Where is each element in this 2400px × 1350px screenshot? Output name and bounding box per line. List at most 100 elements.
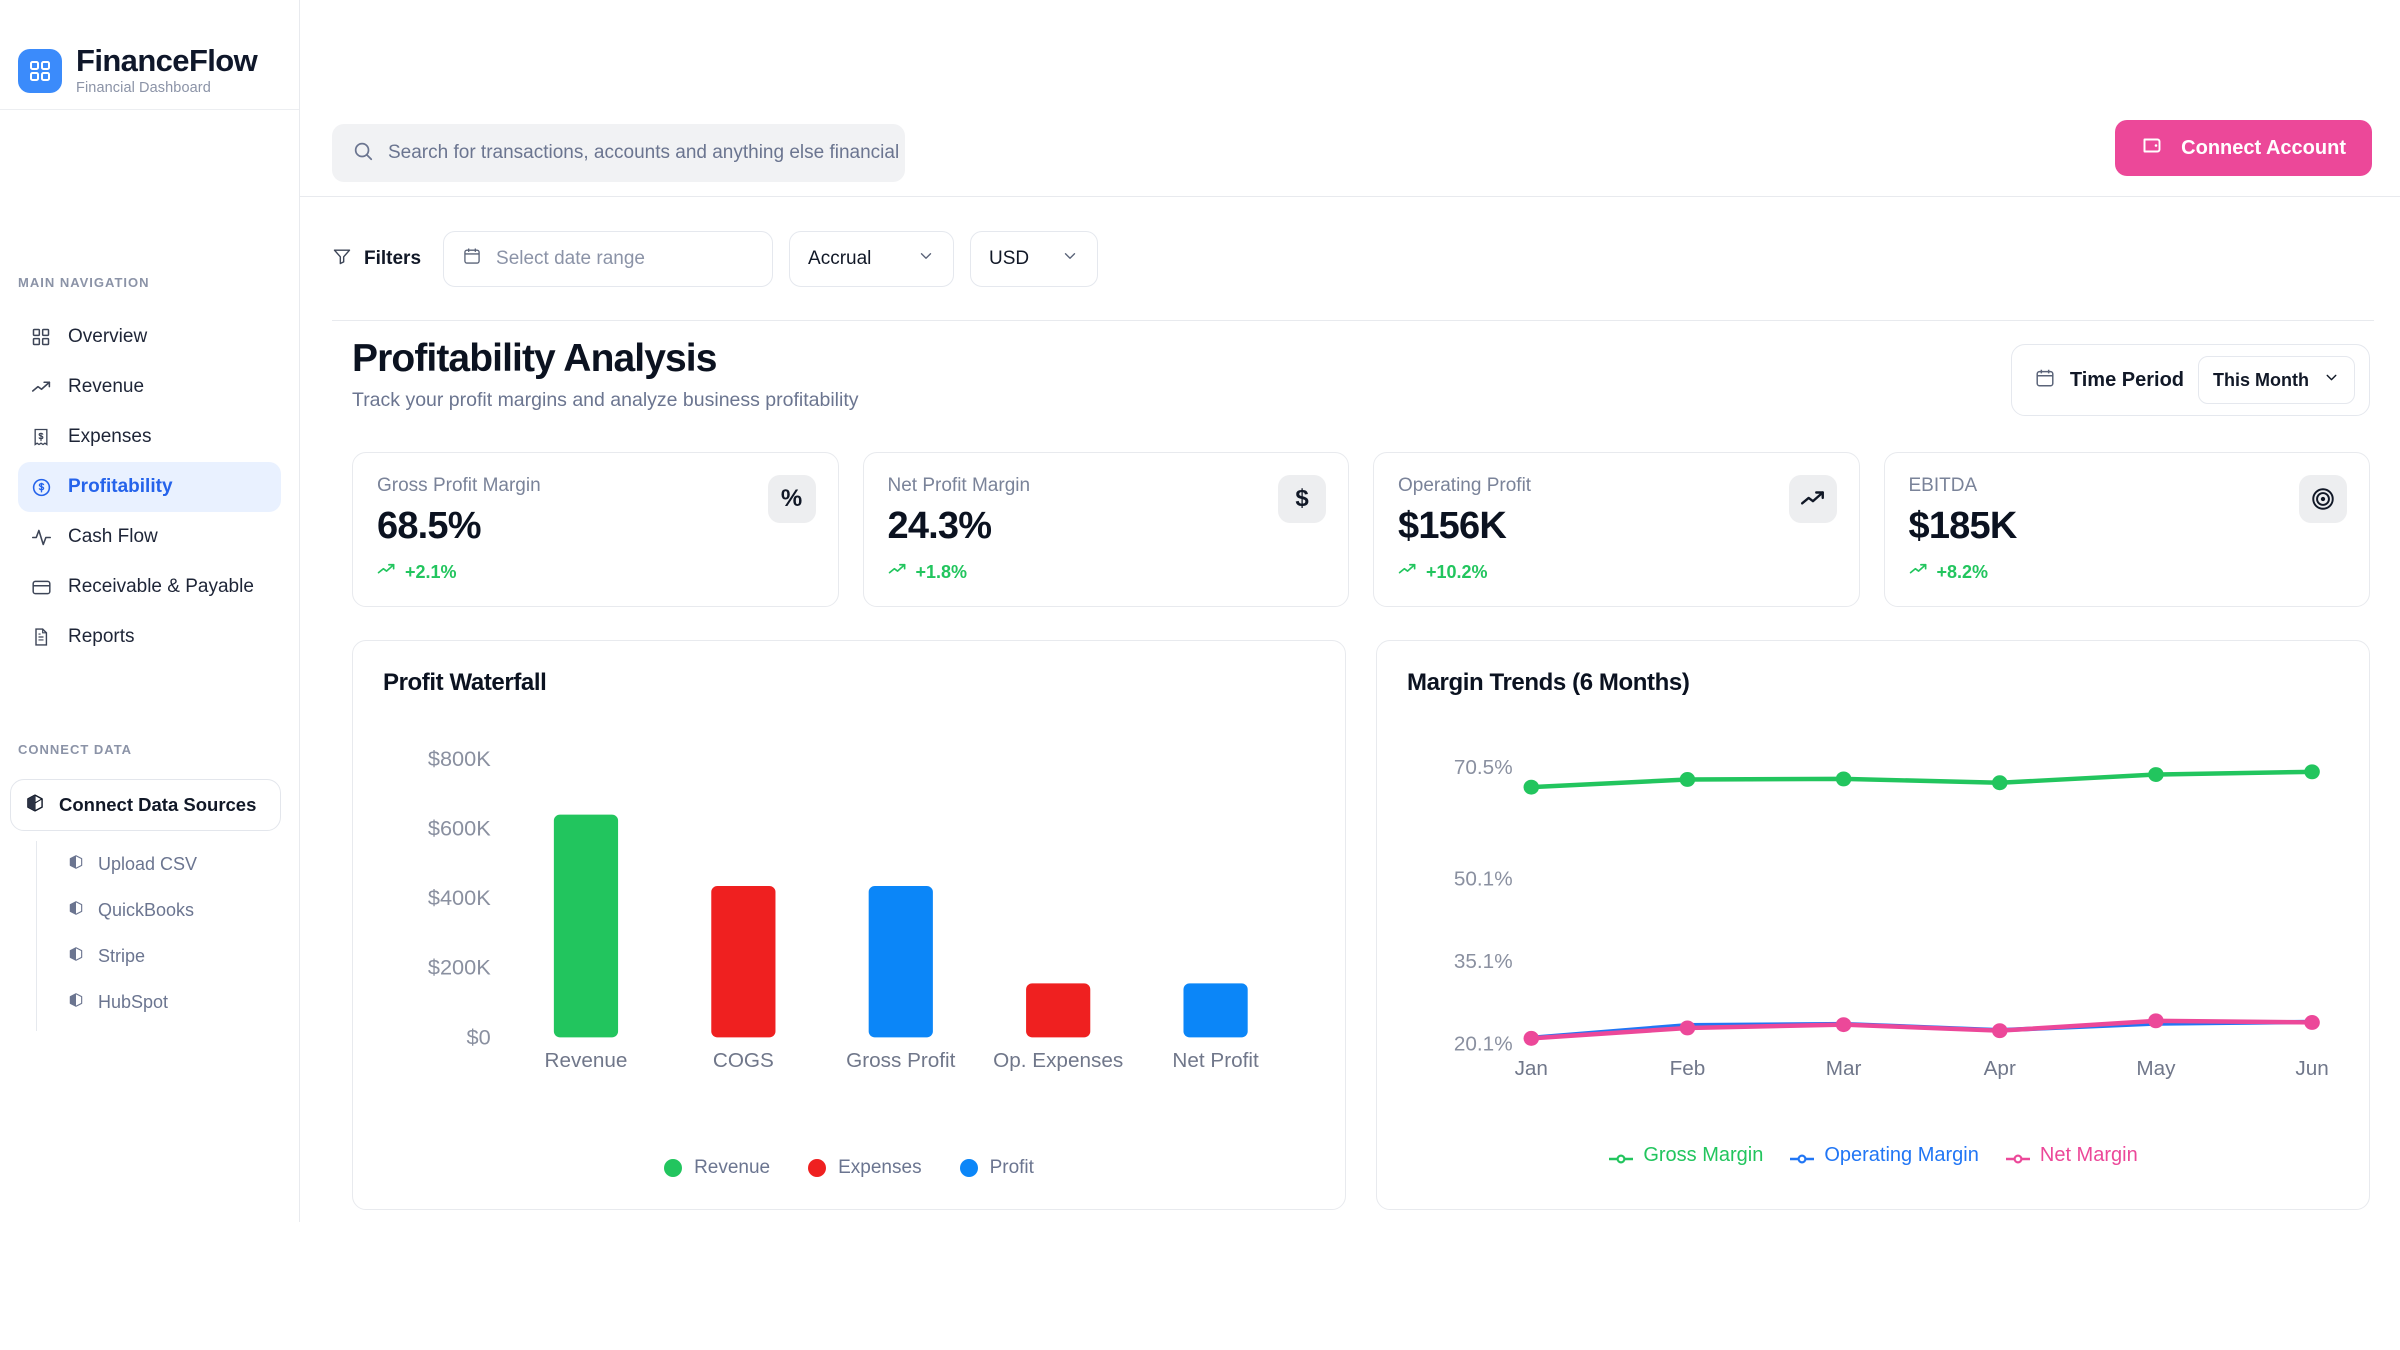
sidebar-item-label: Receivable & Payable <box>68 576 254 597</box>
bar[interactable] <box>711 885 776 1038</box>
margin-trends-legend: Gross Margin Operating Margin Net Margin <box>1377 1144 2369 1167</box>
cube-icon <box>68 900 84 921</box>
sidebar-item-receivable-payable[interactable]: Receivable & Payable <box>18 562 281 612</box>
data-point[interactable] <box>1835 1017 1852 1033</box>
chart-cards: Profit Waterfall $0 $200K $400K $600K $800K R… <box>352 640 2370 1210</box>
x-axis-tick: COGS <box>713 1051 774 1073</box>
x-axis-tick: Mar <box>1826 1058 1862 1080</box>
connect-data-sources-label: Connect Data Sources <box>59 794 257 815</box>
currency-select[interactable]: USD <box>970 230 1099 287</box>
data-point[interactable] <box>2304 1015 2320 1030</box>
kpi-delta-value: +1.8% <box>915 561 968 582</box>
cube-icon <box>25 793 45 818</box>
x-axis-tick: Feb <box>1670 1058 1706 1080</box>
data-source-stripe[interactable]: Stripe <box>36 933 299 979</box>
kpi-label: Operating Profit <box>1398 475 1532 496</box>
legend-item-revenue: Revenue <box>664 1157 770 1179</box>
data-point[interactable] <box>1523 1030 1540 1046</box>
sidebar-item-label: Overview <box>68 326 148 347</box>
y-axis-tick: $400K <box>428 886 491 910</box>
connect-data-section: CONNECT DATA Connect Data Sources Upload… <box>0 742 299 1031</box>
x-axis-tick: Jun <box>2295 1058 2328 1080</box>
funnel-icon <box>332 246 352 272</box>
date-range-picker[interactable]: Select date range <box>443 230 774 287</box>
search-icon <box>352 140 374 167</box>
data-point[interactable] <box>1523 779 1540 795</box>
cube-icon <box>68 946 84 967</box>
brand: FinanceFlow Financial Dashboard <box>0 0 299 110</box>
chevron-down-icon <box>1061 247 1079 271</box>
sidebar-item-expenses[interactable]: Expenses <box>18 412 281 462</box>
x-axis-tick: Gross Profit <box>846 1051 956 1073</box>
x-axis-tick: May <box>2136 1058 2176 1080</box>
data-source-quickbooks[interactable]: QuickBooks <box>36 887 299 933</box>
legend-swatch <box>664 1159 683 1177</box>
legend-item-gross-margin: Gross Margin <box>1608 1144 1763 1167</box>
bar[interactable] <box>1026 983 1091 1038</box>
connect-account-button[interactable]: Connect Account <box>2115 120 2372 176</box>
calendar-icon <box>462 246 482 272</box>
sidebar-item-cash-flow[interactable]: Cash Flow <box>18 512 281 562</box>
profit-waterfall-card: Profit Waterfall $0 $200K $400K $600K $800K R… <box>352 640 1346 1210</box>
bar[interactable] <box>553 814 619 1038</box>
x-axis-tick: Apr <box>1984 1058 2016 1080</box>
sidebar-item-revenue[interactable]: Revenue <box>18 362 281 412</box>
data-point[interactable] <box>2148 1013 2164 1029</box>
accounting-basis-select[interactable]: Accrual <box>789 230 955 287</box>
kpi-delta-value: +8.2% <box>1936 561 1989 582</box>
x-axis-tick: Jan <box>1515 1058 1548 1080</box>
legend-item-expenses: Expenses <box>808 1157 922 1179</box>
y-axis-tick: $0 <box>467 1026 491 1050</box>
kpi-cards: Gross Profit Margin 68.5% +2.1% % Net Pr… <box>352 452 2370 607</box>
date-range-placeholder: Select date range <box>496 247 645 269</box>
data-point[interactable] <box>1679 1020 1696 1036</box>
x-axis-tick: Net Profit <box>1172 1051 1259 1073</box>
currency-value: USD <box>989 247 1030 269</box>
legend-swatch <box>808 1159 827 1177</box>
data-source-label: Upload CSV <box>98 853 198 874</box>
kpi-delta: +8.2% <box>1909 560 2346 584</box>
sidebar-item-profitability[interactable]: Profitability <box>18 462 281 512</box>
data-point[interactable] <box>1991 775 2008 791</box>
sidebar-item-label: Cash Flow <box>68 526 158 547</box>
data-source-list: Upload CSV QuickBooks Stripe <box>0 841 299 1031</box>
time-period-label: Time Period <box>2069 368 2185 391</box>
connect-data-sources-button[interactable]: Connect Data Sources <box>10 779 281 831</box>
legend-label: Gross Margin <box>1643 1144 1764 1166</box>
kpi-card-ebitda: EBITDA $185K +8.2% <box>1883 452 2370 607</box>
data-point[interactable] <box>1679 772 1696 787</box>
filters-label-group: Filters <box>332 246 421 272</box>
sidebar-item-reports[interactable]: Reports <box>18 612 281 662</box>
kpi-value: 24.3% <box>887 505 993 547</box>
cube-icon <box>68 854 84 875</box>
data-point[interactable] <box>2304 764 2320 780</box>
legend-item-net-margin: Net Margin <box>2005 1144 2138 1167</box>
receipt-dollar-icon <box>30 426 52 448</box>
kpi-delta: +1.8% <box>888 560 1325 584</box>
time-period-select[interactable]: This Month <box>2198 356 2355 404</box>
data-point[interactable] <box>2148 767 2164 782</box>
activity-pulse-icon <box>30 526 52 548</box>
data-source-label: QuickBooks <box>98 899 195 920</box>
chevron-down-icon <box>2323 369 2340 391</box>
sidebar-item-overview[interactable]: Overview <box>18 312 281 362</box>
data-point[interactable] <box>1991 1023 2008 1039</box>
data-source-upload-csv[interactable]: Upload CSV <box>36 841 299 887</box>
profit-waterfall-title: Profit Waterfall <box>383 669 547 696</box>
accounting-basis-value: Accrual <box>808 247 872 269</box>
legend-label: Net Margin <box>2039 1144 2138 1166</box>
margin-trends-svg: 20.1% 35.1% 50.1% 70.5% Jan Feb Mar Apr May Jun <box>1454 757 2329 1080</box>
page-subtitle: Track your profit margins and analyze bu… <box>352 389 859 411</box>
data-point[interactable] <box>1835 771 1852 787</box>
dollar-icon: $ <box>1278 475 1326 523</box>
search-input[interactable]: Search for transactions, accounts and an… <box>332 124 905 182</box>
data-source-hubspot[interactable]: HubSpot <box>36 979 299 1025</box>
bar[interactable] <box>1183 983 1248 1038</box>
margin-trends-plot: 20.1% 35.1% 50.1% 70.5% Jan Feb Mar Apr May Jun <box>1407 741 2339 1099</box>
bar[interactable] <box>868 885 933 1038</box>
sidebar: FinanceFlow Financial Dashboard MAIN NAV… <box>0 0 300 1222</box>
legend-label: Profit <box>989 1157 1034 1178</box>
kpi-delta-value: +2.1% <box>405 561 457 582</box>
profit-waterfall-plot: $0 $200K $400K $600K $800K Revenue COGS Gross P… <box>383 741 1315 1099</box>
